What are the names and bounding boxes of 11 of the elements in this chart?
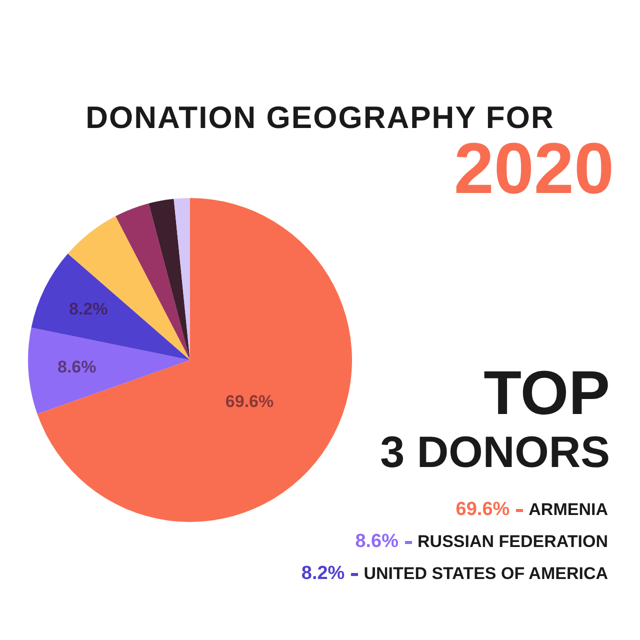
legend-label: UNITED STATES OF AMERICA xyxy=(364,564,608,583)
data-label: 8.2% xyxy=(68,299,108,318)
data-label: 8.6% xyxy=(57,358,96,377)
chart-title: DONATION GEOGRAPHY FOR 2020 xyxy=(84,100,615,210)
text: 69.6% xyxy=(225,392,274,411)
legend-label: ARMENIA xyxy=(528,500,608,519)
legend-label: RUSSIAN FEDERATION xyxy=(418,532,608,551)
text: 8.2% xyxy=(301,563,345,584)
text: TOP 3 DONORS xyxy=(380,358,610,478)
text: 8.6% xyxy=(355,531,399,552)
data-label: 69.6% xyxy=(456,499,510,520)
